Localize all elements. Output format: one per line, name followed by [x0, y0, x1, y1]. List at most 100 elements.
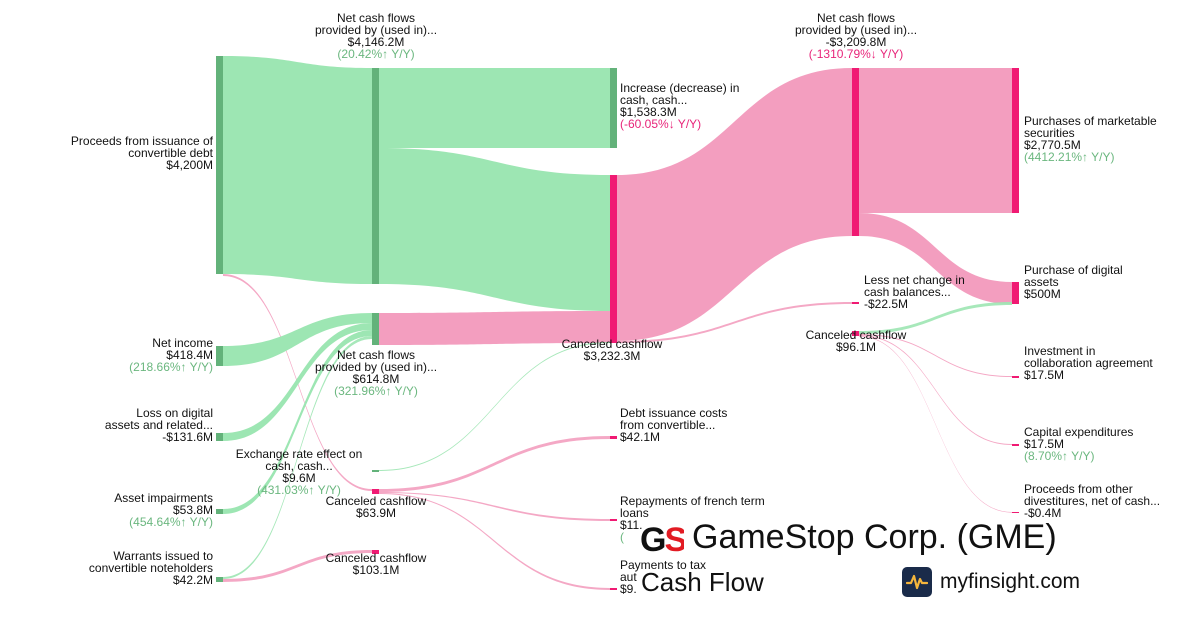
link-fin-to-cancel1: [379, 148, 610, 311]
label-lessnet-name-0: Less net change in: [864, 273, 965, 287]
link-cancel2-to-repay: [379, 492, 610, 521]
label-capex-change: (8.70%↑ Y/Y): [1024, 449, 1094, 463]
node-cancel4: [852, 331, 859, 336]
node-inv: [852, 68, 859, 236]
label-loss-name-1: assets and related...: [105, 418, 213, 432]
label-collab-name-0: Investment in: [1024, 344, 1095, 358]
label-digital-name-1: assets: [1024, 275, 1059, 289]
link-cancel4-to-divest: [859, 336, 1012, 513]
node-cancel3: [372, 550, 379, 554]
label-increase-name-1: cash, cash...: [620, 93, 687, 107]
label-cancel1: Canceled cashflow$3,232.3M: [562, 337, 663, 363]
label-fin-value: $4,146.2M: [348, 35, 405, 49]
label-cancel3: Canceled cashflow$103.1M: [326, 551, 427, 577]
link-cancel4-to-capex: [859, 335, 1012, 445]
label-fx-value: $9.6M: [282, 471, 315, 485]
label-fx-change: (431.03%↑ Y/Y): [257, 483, 341, 497]
node-marketable: [1012, 68, 1019, 213]
label-proceeds-name-1: convertible debt: [128, 146, 213, 160]
label-lessnet-value: -$22.5M: [864, 297, 908, 311]
label-ops-value: $614.8M: [353, 372, 400, 386]
node-impair: [216, 509, 223, 514]
label-taxes-value: $9.: [620, 582, 637, 596]
link-warrants-to-cancel3: [223, 550, 372, 582]
label-netincome: Net income$418.4M(218.66%↑ Y/Y): [129, 336, 213, 374]
label-inv-value: -$3,209.8M: [826, 35, 887, 49]
link-cancel1-to-inv: [617, 68, 852, 341]
label-fin-name-1: provided by (used in)...: [315, 23, 437, 37]
label-cancel2-name-0: Canceled cashflow: [326, 494, 427, 508]
label-cancel2-value: $63.9M: [356, 506, 396, 520]
label-fx-name-1: cash, cash...: [265, 459, 332, 473]
label-impair-name-0: Asset impairments: [114, 491, 213, 505]
label-collab-name-1: collaboration agreement: [1024, 356, 1153, 370]
label-repay-name-0: Repayments of french term: [620, 494, 765, 508]
label-capex: Capital expenditures$17.5M(8.70%↑ Y/Y): [1024, 425, 1133, 463]
label-marketable: Purchases of marketablesecurities$2,770.…: [1024, 114, 1157, 164]
label-increase-name-0: Increase (decrease) in: [620, 81, 739, 95]
label-divest-name-1: divestitures, net of cash...: [1024, 494, 1160, 508]
label-cancel2: Canceled cashflow$63.9M: [326, 494, 427, 520]
node-divest: [1012, 512, 1019, 513]
node-cancel2: [372, 489, 379, 494]
label-marketable-name-0: Purchases of marketable: [1024, 114, 1157, 128]
label-cancel1-name-0: Canceled cashflow: [562, 337, 663, 351]
link-proceeds-to-fin: [223, 56, 372, 284]
label-increase-change: (-60.05%↓ Y/Y): [620, 117, 701, 131]
label-divest-value: -$0.4M: [1024, 506, 1061, 520]
label-ops-change: (321.96%↑ Y/Y): [334, 384, 418, 398]
label-digital-value: $500M: [1024, 287, 1061, 301]
label-cancel4: Canceled cashflow$96.1M: [806, 328, 907, 354]
label-debtcost-name-0: Debt issuance costs: [620, 406, 727, 420]
link-cancel1-to-lessnet: [617, 302, 852, 343]
label-warrants-name-1: convertible noteholders: [89, 561, 213, 575]
node-digital: [1012, 282, 1019, 304]
label-impair-value: $53.8M: [173, 503, 213, 517]
label-capex-value: $17.5M: [1024, 437, 1064, 451]
link-warrants-to-ops: [223, 336, 372, 579]
node-ops: [372, 313, 379, 345]
label-warrants-name-0: Warrants issued to: [113, 549, 213, 563]
label-repay-name-1: loans: [620, 506, 649, 520]
node-netincome: [216, 346, 223, 366]
label-netincome-change: (218.66%↑ Y/Y): [129, 360, 213, 374]
link-cancel4-to-digital: [859, 302, 1012, 334]
label-impair-change: (454.64%↑ Y/Y): [129, 515, 213, 529]
label-ops-name-0: Net cash flows: [337, 348, 415, 362]
label-increase-value: $1,538.3M: [620, 105, 677, 119]
link-ops-to-cancel1: [379, 311, 610, 345]
link-cancel4-to-collab: [859, 334, 1012, 377]
node-cancel1: [610, 175, 617, 343]
link-inv-to-digital: [859, 213, 1012, 304]
node-proceeds: [216, 56, 223, 274]
node-warrants: [216, 577, 223, 582]
node-collab: [1012, 376, 1019, 378]
label-digital-name-0: Purchase of digital: [1024, 263, 1123, 277]
label-capex-name-0: Capital expenditures: [1024, 425, 1133, 439]
label-cancel4-name-0: Canceled cashflow: [806, 328, 907, 342]
label-inv-change: (-1310.79%↓ Y/Y): [809, 47, 904, 61]
label-fx-name-0: Exchange rate effect on: [236, 447, 363, 461]
node-increase: [610, 68, 617, 148]
label-cancel4-value: $96.1M: [836, 340, 876, 354]
link-loss-to-ops: [223, 323, 372, 441]
label-cancel3-value: $103.1M: [353, 563, 400, 577]
sankey-nodes: [216, 56, 1019, 590]
link-cancel2-to-debtcost: [379, 436, 610, 492]
label-lessnet-name-1: cash balances...: [864, 285, 951, 299]
label-marketable-change: (4412.21%↑ Y/Y): [1024, 150, 1115, 164]
label-loss-name-0: Loss on digital: [136, 406, 213, 420]
